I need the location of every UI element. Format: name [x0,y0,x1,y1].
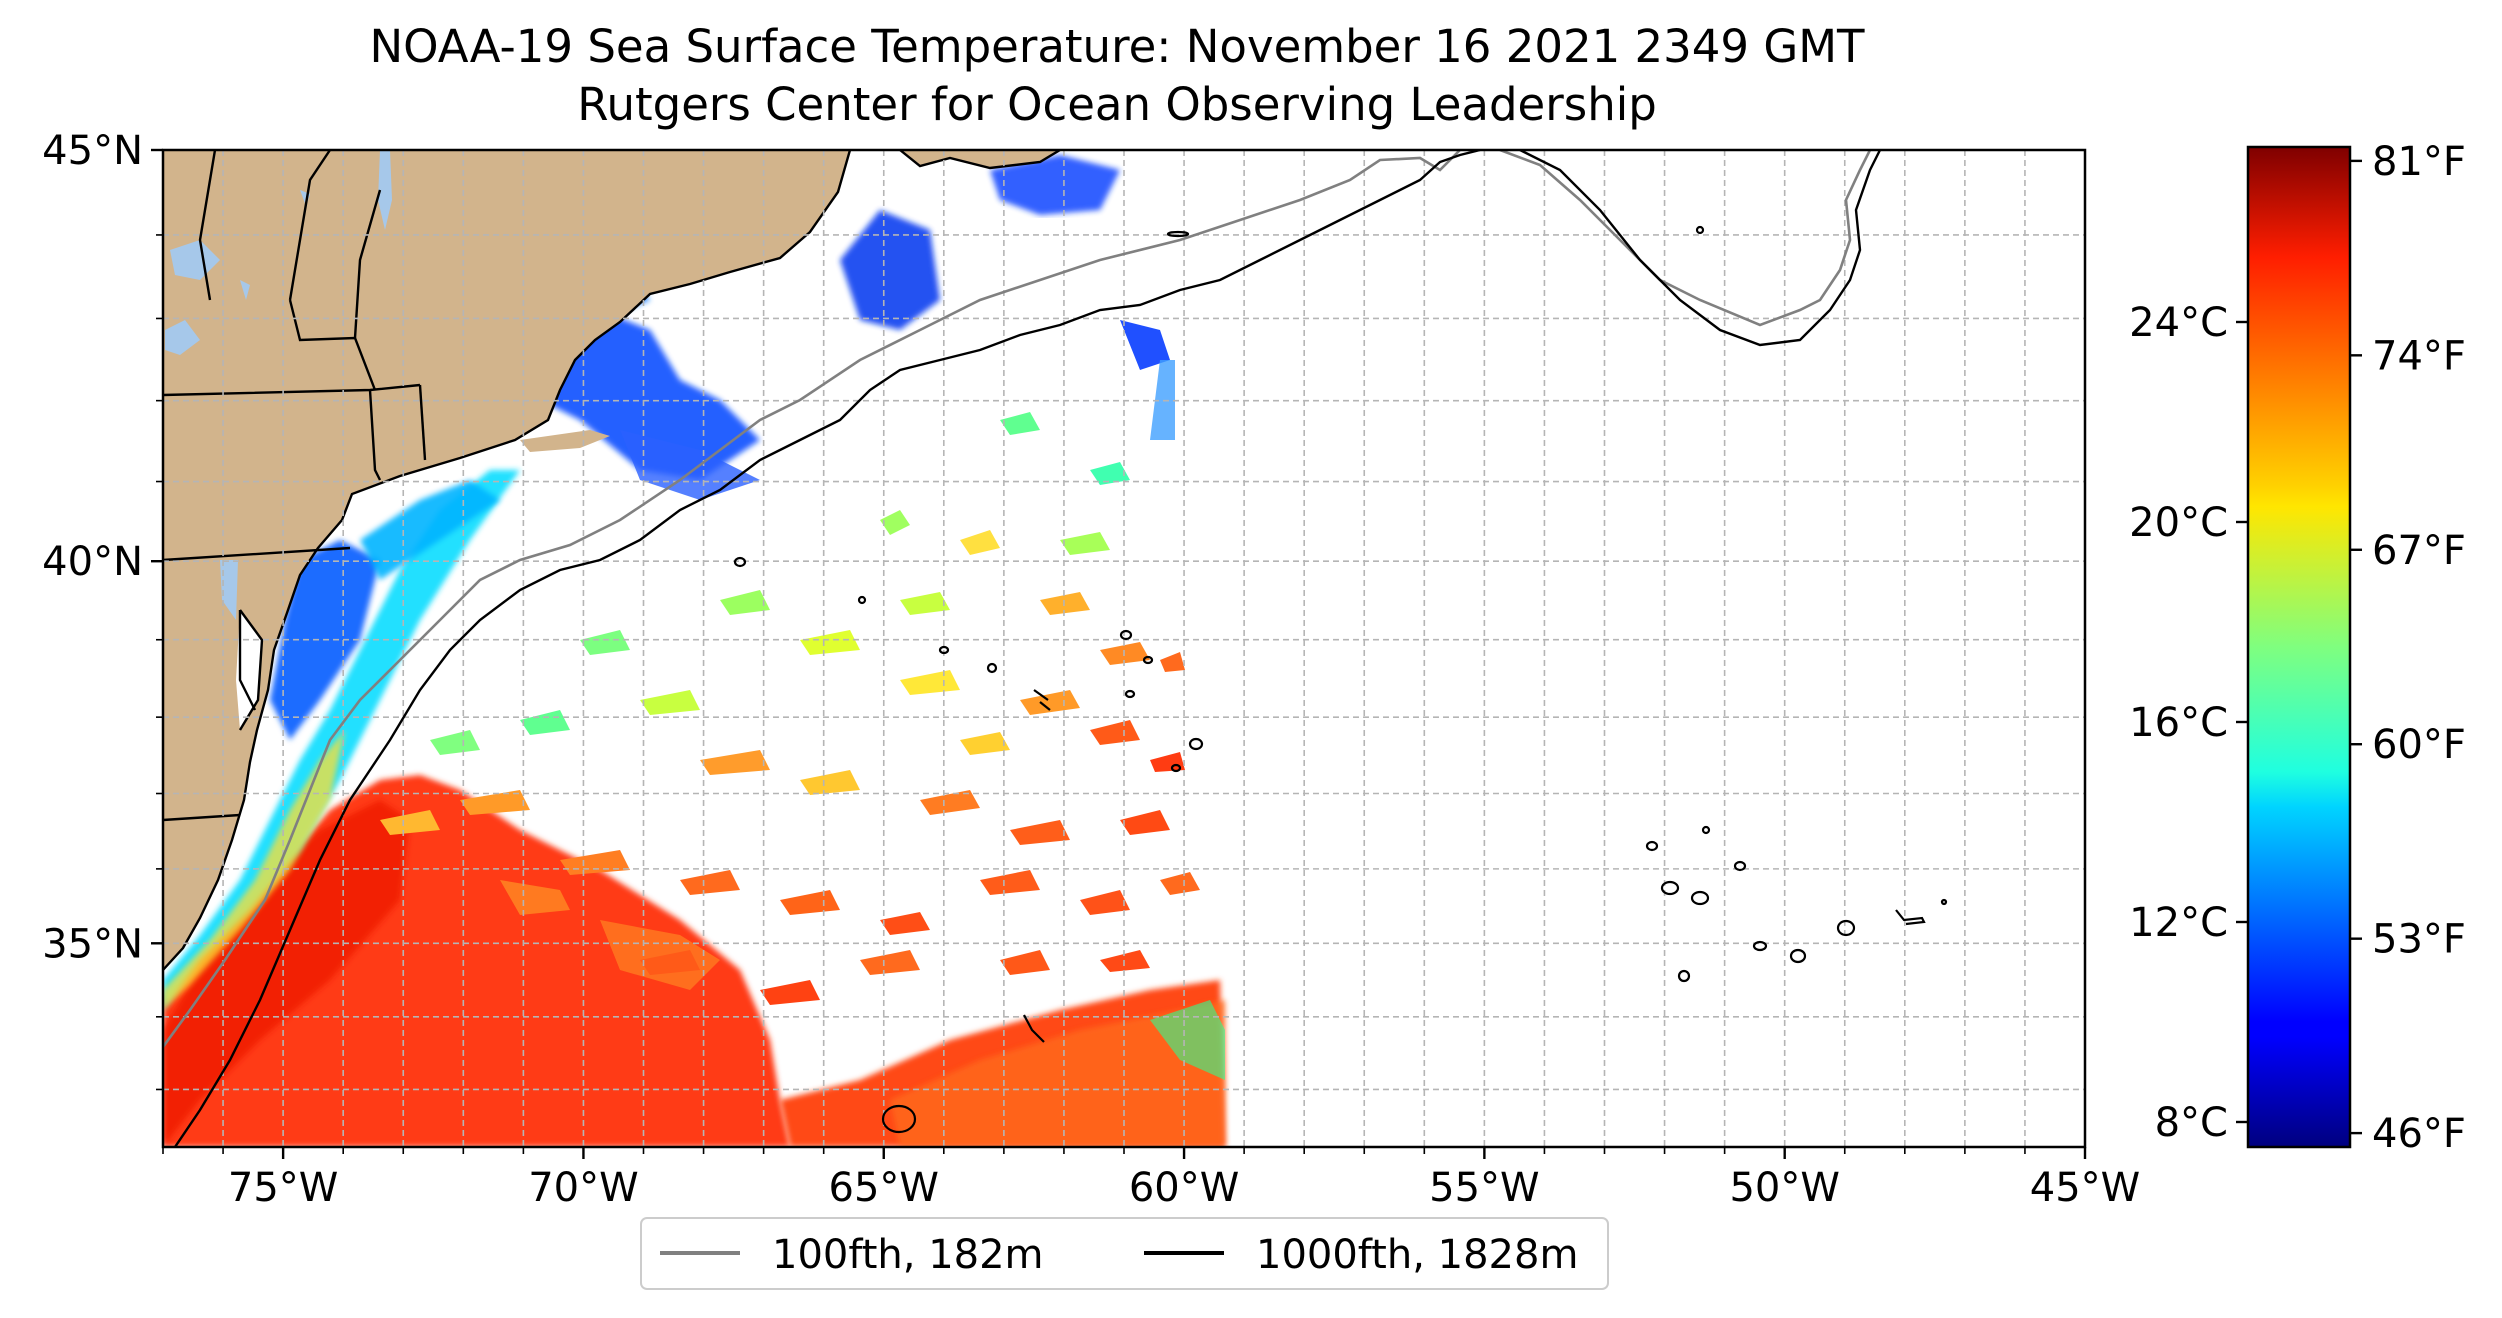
latitude-axis: 45°N 40°N 35°N [42,128,163,1091]
map-title-line1: NOAA-19 Sea Surface Temperature: Novembe… [369,20,1865,73]
longitude-axis: 75°W 70°W 65°W 60°W 55°W 50°W 45°W [162,1147,2140,1211]
legend-label-1000fth: 1000fth, 1828m [1256,1232,1578,1278]
colorbar-celsius-label: 24°C [2129,300,2228,346]
y-tick-label: 45°N [42,128,143,174]
x-tick-label: 45°W [2030,1165,2140,1211]
x-tick-label: 75°W [228,1165,338,1211]
colorbar-celsius-label: 8°C [2155,1100,2228,1146]
colorbar: 24°C 20°C 16°C 12°C 8°C 81°F 74°F 67°F 60°F 53°F… [2129,139,2466,1157]
y-tick-label: 40°N [42,539,143,585]
colorbar-fahrenheit-label: 53°F [2372,917,2466,963]
colorbar-fahrenheit-label: 60°F [2372,722,2466,768]
state-borders [163,150,427,822]
map-panel [163,150,2085,1147]
seamounts [733,225,1948,1134]
sst-warm-water [163,775,1225,1147]
colorbar-celsius-axis: 24°C 20°C 16°C 12°C 8°C [2129,300,2248,1146]
colorbar-fahrenheit-label: 67°F [2372,528,2466,574]
x-tick-label: 50°W [1729,1165,1839,1211]
legend-label-100fth: 100fth, 182m [772,1232,1044,1278]
colorbar-celsius-label: 16°C [2129,700,2228,746]
coastline [163,150,1061,971]
y-tick-label: 35°N [42,921,143,967]
colorbar-fahrenheit-label: 74°F [2372,333,2466,379]
sst-patchy-eddies [380,412,1200,1005]
contour-100fth [163,150,1872,1048]
colorbar-fahrenheit-axis: 81°F 74°F 67°F 60°F 53°F 46°F [2350,139,2466,1157]
legend: 100fth, 182m 1000fth, 1828m [640,1217,1609,1290]
contour-1000fth [174,150,1882,1147]
colorbar-celsius-label: 12°C [2129,900,2228,946]
graticule [163,150,2085,1147]
x-tick-label: 65°W [829,1165,939,1211]
x-tick-label: 60°W [1129,1165,1239,1211]
x-tick-label: 70°W [528,1165,638,1211]
colorbar-fahrenheit-label: 81°F [2372,139,2466,185]
colorbar-fahrenheit-label: 46°F [2372,1111,2466,1157]
lakes [165,150,392,355]
colorbar-gradient [2246,145,2352,1149]
map-title-line2: Rutgers Center for Ocean Observing Leade… [577,78,1657,131]
x-tick-label: 55°W [1429,1165,1539,1211]
legend-box [640,1217,1609,1290]
colorbar-celsius-label: 20°C [2129,500,2228,546]
